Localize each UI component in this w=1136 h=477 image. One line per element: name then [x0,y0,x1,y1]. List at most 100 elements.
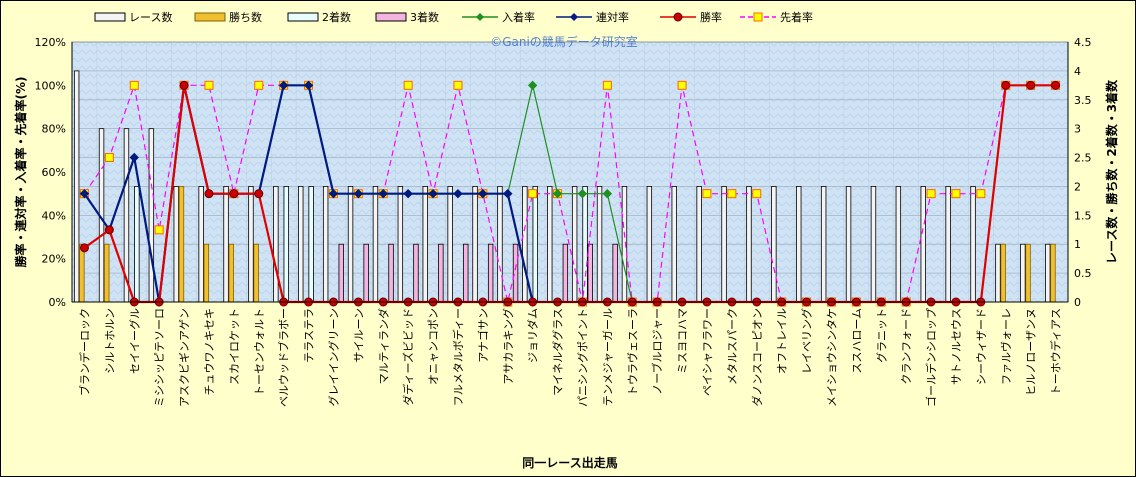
x-tick-label: ブランデーロック [77,308,91,396]
right-tick-label: 3 [1074,123,1081,136]
point [976,189,986,199]
legend-label: 勝ち数 [229,10,262,24]
legend-marker [673,12,683,22]
x-tick-label: メイショウシンタケ [825,308,838,407]
bar [895,186,902,303]
bar [79,243,85,303]
point [204,189,214,199]
bar [596,186,603,303]
x-tick-label: ゴールデンシロップ [924,308,938,407]
point [278,80,289,91]
x-tick-label: ススハローム [850,308,863,374]
right-tick-label: 0.5 [1074,267,1092,280]
bar [771,186,777,303]
bar [1025,243,1031,303]
point [602,188,613,199]
bar [397,186,404,303]
x-tick-label: レイベリング [800,308,814,374]
bar [104,243,110,303]
x-tick-label: メタルスパーク [726,308,739,385]
x-tick-label: オフトレイル [776,308,789,374]
point [428,188,438,199]
bar [547,186,553,303]
legend-label: 先着率 [780,10,813,24]
x-tick-label: トーホウディアス [1049,308,1063,395]
bar [1020,243,1026,303]
legend-label: 3着数 [410,10,439,24]
x-tick-label: テラステラ [303,308,316,363]
bar [945,186,951,303]
bar [532,186,538,303]
right-tick-label: 3.5 [1074,94,1092,107]
legend-swatch [287,12,319,22]
x-tick-label: オニャンコポン [427,308,440,385]
bar [178,186,185,303]
bar [582,186,588,303]
legend-label: 連対率 [596,10,629,24]
bar [1045,243,1051,303]
point [1026,80,1036,90]
x-tick-label: シルトホルン [103,308,116,374]
point [179,80,189,90]
bar [73,70,80,303]
bar [612,243,618,303]
bar [372,186,379,303]
x-tick-label: グレイイングリーン [326,308,340,406]
x-tick-label: グラニット [874,308,888,363]
bar [422,186,428,303]
point [602,80,612,90]
bar [696,186,702,303]
point [303,80,314,91]
point [129,152,139,163]
point [453,188,463,199]
legend-swatch [375,12,407,22]
x-tick-label: アサカラキング [501,308,515,385]
bar [447,186,453,303]
bar [970,186,976,303]
bar [248,186,254,303]
bar [472,186,478,303]
bar [487,243,494,303]
series-line [83,84,1056,303]
point [552,188,563,199]
bar [338,243,344,303]
x-tick-label: パニシングポイント [575,308,589,407]
x-tick-label: スカイロケット [228,308,241,385]
point [79,243,89,253]
x-tick-label: フルメタルボディー [451,308,465,406]
right-axis: 0 0.5 1 1.5 2 2.5 3 3.5 4 4.5 [1067,36,1092,309]
x-tick-label: マイネルダグラス [551,308,565,396]
x-tick-label: マルティランダ [376,308,390,384]
legend-label: 入着率 [502,10,535,24]
x-tick-label: ジョリダム [526,308,540,363]
bar [820,186,827,303]
left-axis: 0% 20% 40% 60% 80% 100% 120% [35,36,1068,309]
point [951,189,961,199]
right-tick-label: 0 [1074,296,1081,309]
bar [173,186,179,303]
right-tick-label: 1 [1074,238,1081,251]
bar [671,186,677,303]
left-tick-label: 100% [35,79,66,92]
x-tick-label: ミシシッピテソーロ [153,308,166,407]
bar [273,186,279,303]
left-tick-label: 20% [42,253,66,266]
bar [1000,243,1006,303]
point [403,80,413,90]
x-tick-label: アナゴサン [476,308,490,363]
series-line [507,85,633,303]
right-tick-label: 4 [1074,65,1081,78]
x-tick-label: ペイシャフラワー [701,308,714,396]
left-tick-label: 40% [42,209,66,222]
x-tick-label: サトノルセウス [950,308,963,385]
bar [1050,243,1056,303]
bar [298,186,304,303]
point [403,188,413,199]
legend-marker [476,13,484,21]
left-tick-label: 120% [35,36,66,49]
point [129,80,139,90]
bar [388,243,394,303]
x-tick-label: クランフォード [900,308,913,385]
bar [347,186,354,303]
